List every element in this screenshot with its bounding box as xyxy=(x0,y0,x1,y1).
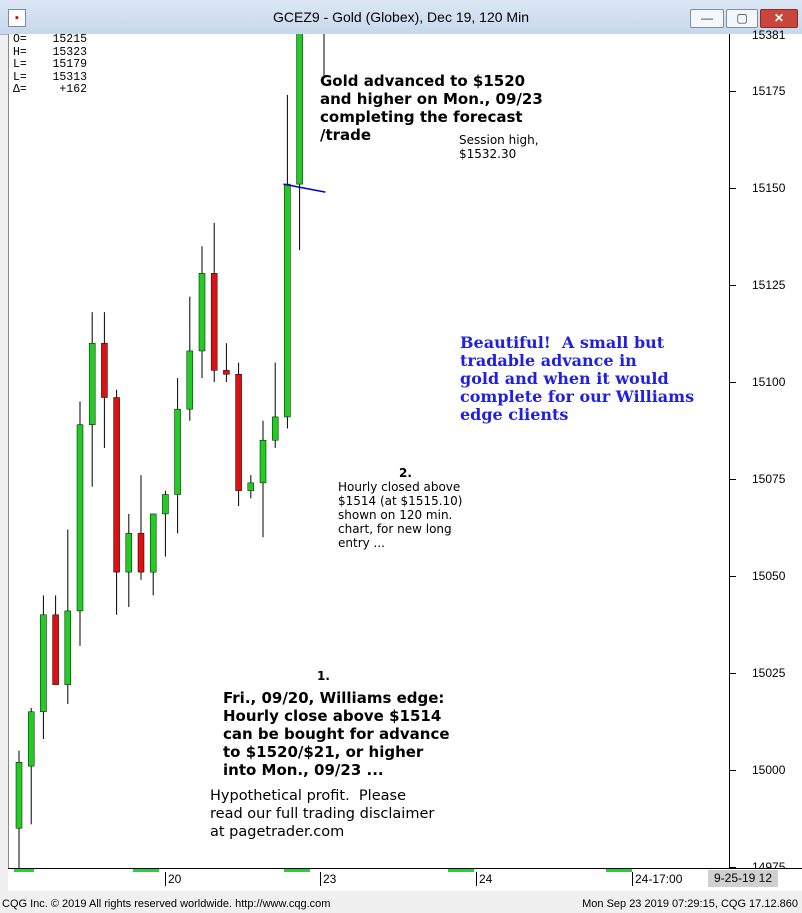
candle-body xyxy=(101,342,108,398)
candle-body xyxy=(15,761,23,829)
window-title: GCEZ9 - Gold (Globex), Dec 19, 120 Min xyxy=(273,9,529,25)
blue-note: Beautiful! A small but tradable advance … xyxy=(460,333,695,424)
y-tick-label: 15175 xyxy=(752,84,786,98)
session-marker xyxy=(14,869,34,872)
candle-body xyxy=(113,397,120,573)
candle-body xyxy=(259,439,267,484)
top-note: Gold advanced to $1520 and higher on Mon… xyxy=(320,72,543,144)
ohlc-value: 15215 xyxy=(52,34,87,46)
ohlc-row: H= 15323 xyxy=(13,45,87,60)
candle-body xyxy=(27,711,35,767)
status-bar: CQG Inc. © 2019 All rights reserved worl… xyxy=(0,896,802,913)
minimize-icon[interactable]: — xyxy=(690,9,724,28)
window-titlebar: ▪ GCEZ9 - Gold (Globex), Dec 19, 120 Min… xyxy=(0,0,802,35)
candle-body xyxy=(210,273,218,371)
ohlc-value: 15179 xyxy=(52,58,87,71)
candle-body xyxy=(235,373,242,491)
ohlc-key: L= xyxy=(13,58,27,71)
y-tick xyxy=(730,867,736,868)
y-tick xyxy=(730,91,736,92)
y-tick-label: 15100 xyxy=(752,375,786,389)
candle-body xyxy=(186,350,194,410)
session-marker xyxy=(133,869,159,872)
ohlc-row: L= 15179 xyxy=(13,58,87,72)
y-tick xyxy=(730,576,736,577)
y-tick xyxy=(730,382,736,383)
y-tick-label-partial: 15381 xyxy=(752,28,786,42)
y-tick-label: 15000 xyxy=(752,763,786,777)
y-tick xyxy=(730,673,736,674)
ohlc-row: O= 15215 xyxy=(13,34,87,47)
y-tick xyxy=(730,479,736,480)
ohlc-key: O= xyxy=(13,34,27,46)
session-marker xyxy=(284,869,310,872)
candle-body xyxy=(247,482,255,491)
disclaimer-note: Hypothetical profit. Please read our ful… xyxy=(210,788,435,840)
candle-body xyxy=(76,424,84,612)
x-tick-label: 24 xyxy=(476,872,492,886)
marker-1: 1. xyxy=(317,669,330,683)
candle-body xyxy=(174,408,181,495)
hourly-close-line xyxy=(283,183,326,193)
ohlc-value: 15323 xyxy=(52,45,87,59)
price-axis[interactable]: 15313 1497515000150251505015075151001512… xyxy=(729,0,802,874)
copyright-text: CQG Inc. © 2019 All rights reserved worl… xyxy=(2,898,331,910)
timestamp-text: Mon Sep 23 2019 07:29:15, CQG 17.12.860 xyxy=(582,898,798,910)
chart-plot-area[interactable]: O= 15215 H= 15323 L= 15179 L= 15313 Δ= +162 Gold … xyxy=(8,34,730,869)
candle-body xyxy=(88,342,96,425)
candle-body xyxy=(137,533,145,573)
candle-body xyxy=(125,533,133,573)
marker-2: 2. xyxy=(399,466,412,480)
y-tick-label: 15150 xyxy=(752,181,786,195)
session-high-note: Session high, $1532.30 xyxy=(459,133,539,161)
candle-body xyxy=(198,273,206,352)
y-tick xyxy=(730,188,736,189)
ohlc-row: L= 15313 xyxy=(13,70,87,85)
candle-body xyxy=(162,494,169,515)
y-tick xyxy=(730,285,736,286)
y-tick-label: 15075 xyxy=(752,472,786,486)
close-icon[interactable]: ✕ xyxy=(760,9,798,28)
x-tick-label: 20 xyxy=(165,872,181,886)
y-tick-label: 15025 xyxy=(752,666,786,680)
candle-body xyxy=(64,610,72,685)
candle-body xyxy=(223,370,230,375)
y-tick-label: 15125 xyxy=(752,278,786,292)
ohlc-row: Δ= +162 xyxy=(13,83,87,97)
maximize-icon[interactable]: ▢ xyxy=(726,9,758,28)
candle-body xyxy=(271,416,279,441)
candle-body xyxy=(296,34,303,185)
y-tick-label: 15200 xyxy=(752,0,785,1)
ohlc-value: +162 xyxy=(59,83,87,96)
ohlc-key: H= xyxy=(13,45,27,59)
candlestick-chart xyxy=(15,34,326,868)
hourly-note: Hourly closed above $1514 (at $1515.10) … xyxy=(338,480,463,550)
candle-body xyxy=(52,614,59,685)
session-marker xyxy=(606,869,632,872)
app-icon: ▪ xyxy=(8,9,26,27)
time-axis[interactable]: 20 23 24 24-17:00 9-25-19 12 xyxy=(8,868,802,891)
candle-body xyxy=(149,513,157,573)
x-date-label: 9-25-19 12 xyxy=(708,870,778,887)
y-tick-label: 15050 xyxy=(752,569,786,583)
x-time-label: 24-17:00 xyxy=(632,872,682,886)
ohlc-readout: O= 15215 H= 15323 L= 15179 L= 15313 Δ= +162 xyxy=(13,34,87,97)
x-tick-label: 23 xyxy=(320,872,336,886)
candle-body xyxy=(40,614,47,713)
y-tick xyxy=(730,770,736,771)
session-marker xyxy=(448,869,474,872)
ohlc-key: Δ= xyxy=(13,83,27,96)
ohlc-value: 15313 xyxy=(52,70,87,84)
friday-note: Fri., 09/20, Williams edge: Hourly close… xyxy=(223,689,450,779)
ohlc-key: L= xyxy=(13,70,27,84)
candle-body xyxy=(284,183,291,418)
